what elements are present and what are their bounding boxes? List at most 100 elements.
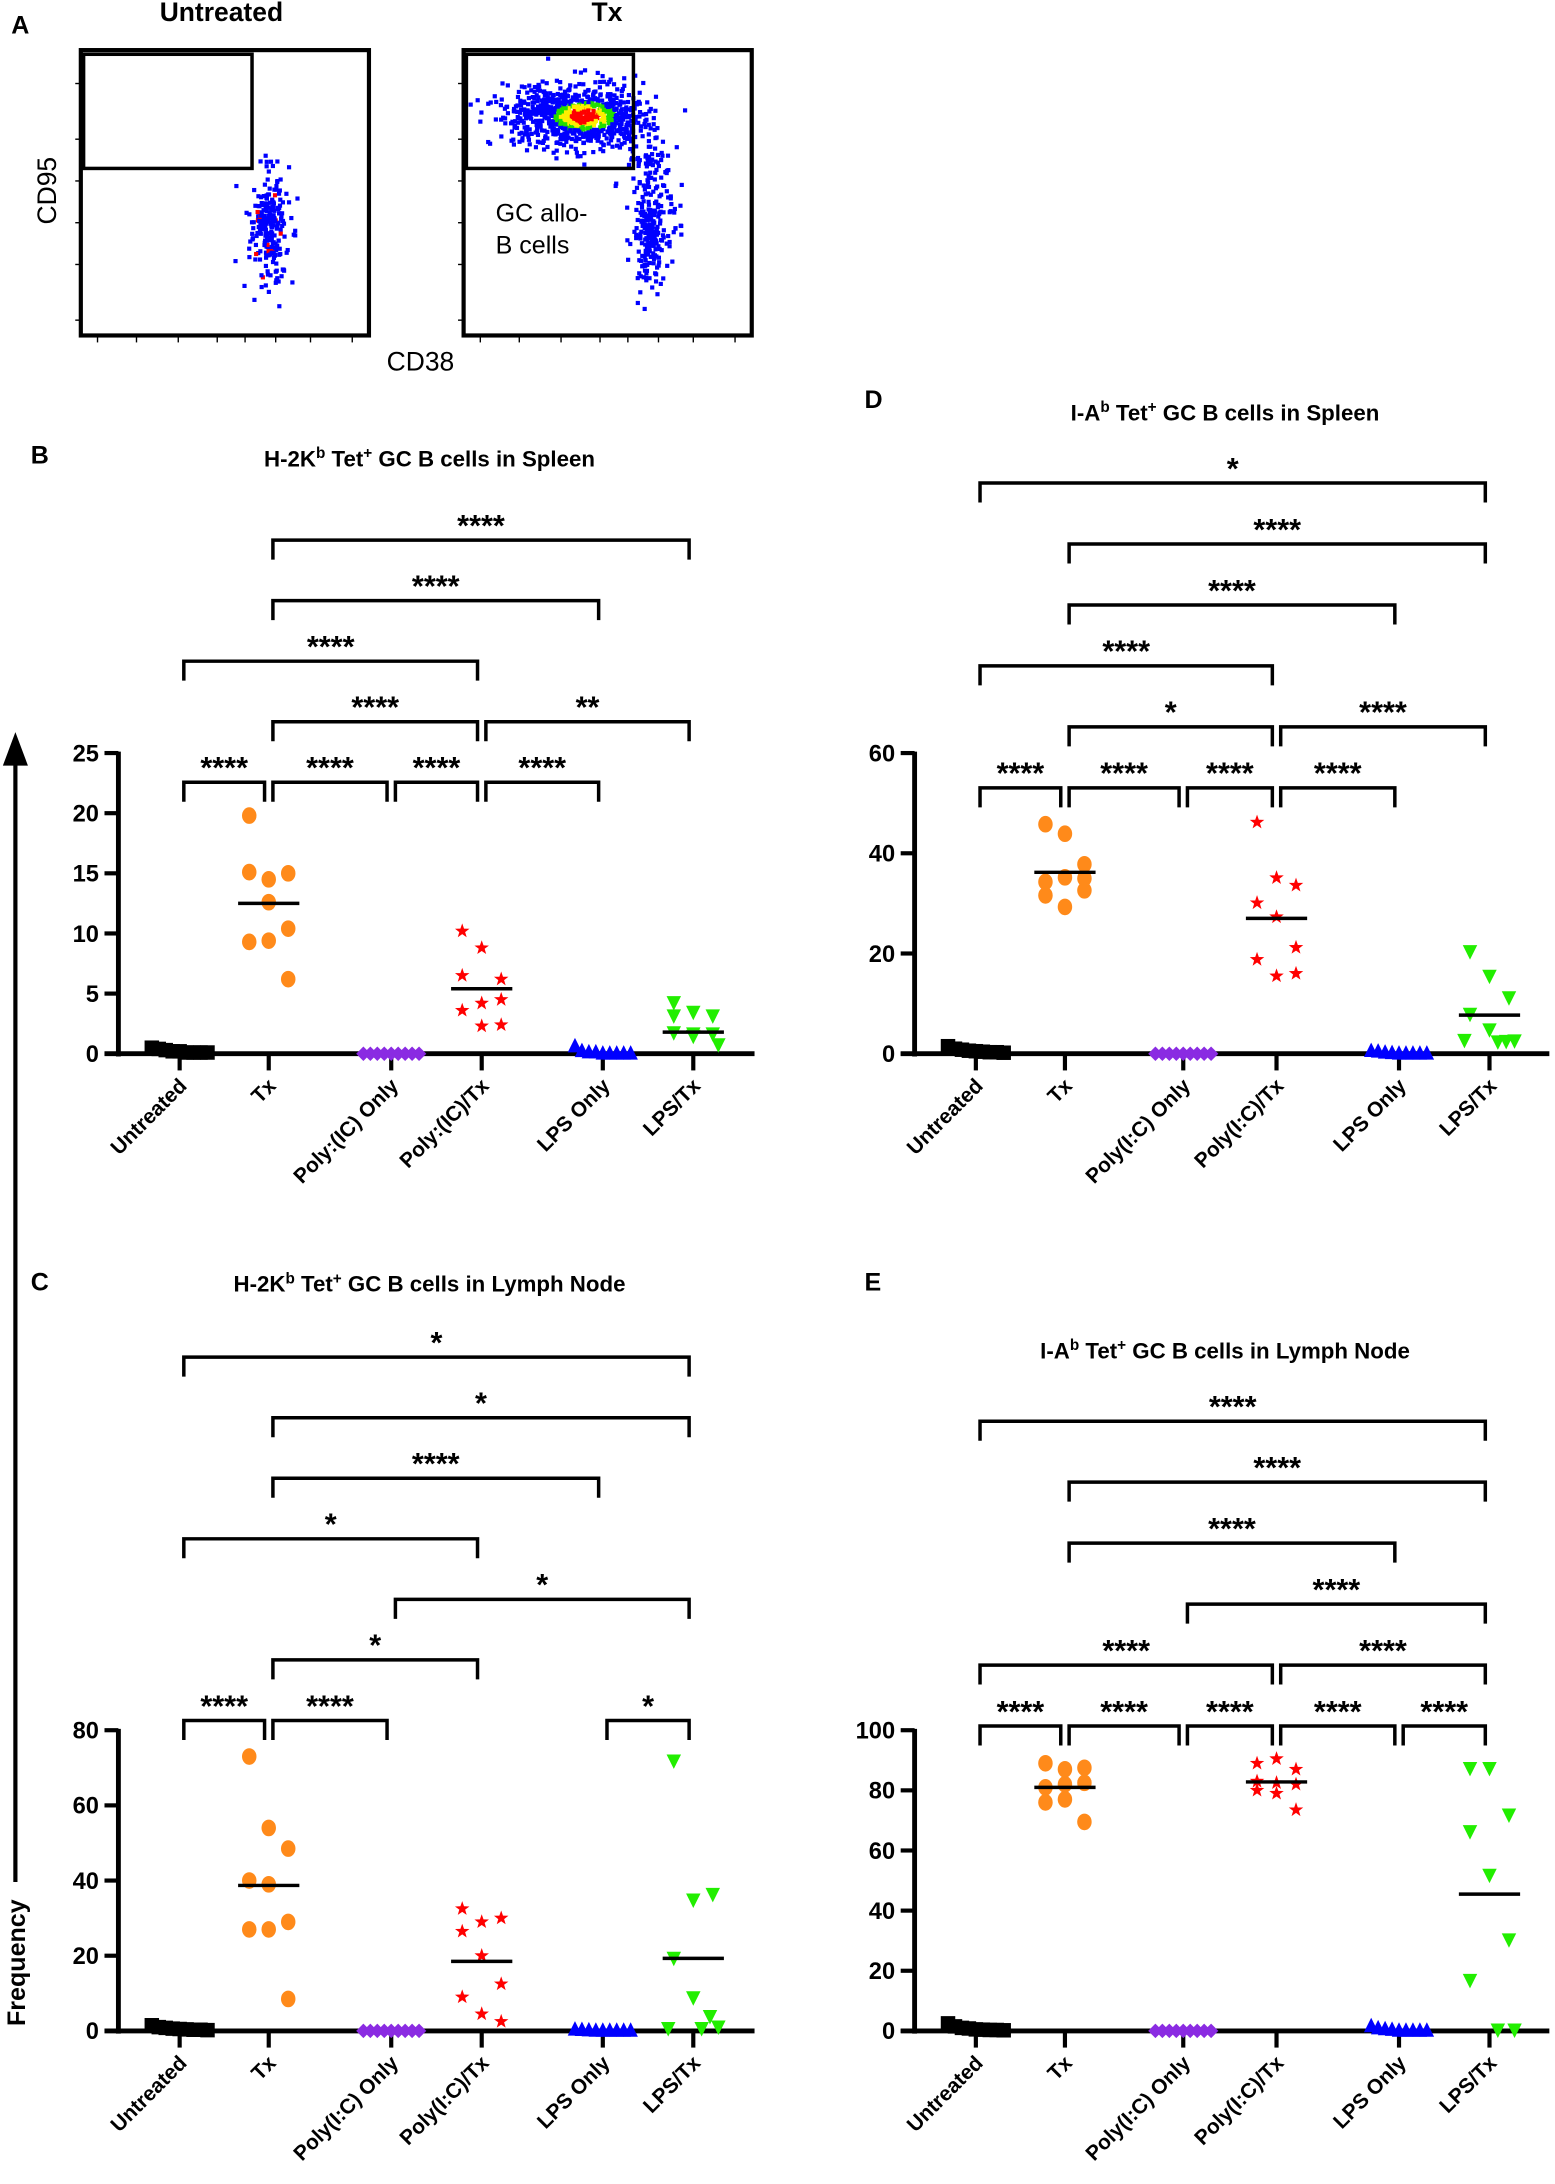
triangle-up-data-point bbox=[567, 1037, 583, 1053]
flow-event bbox=[515, 109, 520, 114]
bracket-line bbox=[182, 1718, 267, 1740]
flow-event bbox=[567, 87, 572, 92]
flow-event bbox=[596, 134, 601, 139]
flow-event bbox=[553, 131, 558, 136]
flow-event bbox=[279, 274, 284, 279]
flow-event bbox=[594, 114, 599, 119]
flow-event bbox=[641, 80, 646, 86]
flow-event bbox=[652, 253, 657, 258]
circle-data-point bbox=[280, 864, 296, 882]
flow-event bbox=[256, 194, 261, 199]
circle-data-point bbox=[1057, 1760, 1073, 1778]
flow-event bbox=[618, 99, 623, 104]
flow-event bbox=[284, 250, 289, 255]
flow-event bbox=[653, 240, 658, 245]
triangle-down-data-point bbox=[1501, 991, 1517, 1006]
triangle-down-data-point bbox=[666, 1009, 682, 1024]
significance-label: **** bbox=[457, 509, 505, 543]
flow-event bbox=[250, 237, 255, 242]
flow-event bbox=[270, 231, 275, 236]
flow-event bbox=[253, 203, 258, 208]
flow-event bbox=[639, 241, 645, 246]
series-PolyOnly bbox=[1148, 2023, 1219, 2039]
flow-event bbox=[638, 128, 643, 133]
flow-event bbox=[488, 100, 493, 105]
flow-event bbox=[525, 124, 530, 130]
flow-event bbox=[644, 278, 649, 283]
diamond-data-point bbox=[1203, 2023, 1219, 2039]
flow-event bbox=[559, 109, 564, 114]
flow-event bbox=[533, 145, 539, 150]
flow-event bbox=[537, 84, 542, 89]
flow-event bbox=[290, 280, 295, 285]
bracket-line bbox=[182, 1537, 480, 1559]
flow-event bbox=[599, 140, 604, 145]
flow-event bbox=[558, 80, 563, 85]
flow-event bbox=[586, 100, 591, 105]
flow-event bbox=[595, 97, 600, 102]
flow-event bbox=[558, 114, 563, 119]
flow-event bbox=[639, 229, 644, 234]
flow-event bbox=[643, 222, 648, 227]
flow-event bbox=[277, 252, 282, 257]
flow-event bbox=[634, 144, 639, 149]
flow-event bbox=[505, 111, 511, 116]
flow-event bbox=[647, 236, 652, 241]
flow-event bbox=[233, 259, 238, 264]
flow-event bbox=[274, 226, 279, 231]
significance-bracket: * bbox=[182, 1326, 691, 1377]
flow-event bbox=[527, 83, 532, 88]
star-data-point bbox=[493, 2013, 509, 2028]
frequency-label: Frequency bbox=[3, 1899, 31, 2026]
flow-event bbox=[272, 216, 277, 221]
flow-event bbox=[635, 276, 640, 281]
flow-event bbox=[659, 157, 664, 163]
flow-event bbox=[609, 103, 614, 108]
flow-event bbox=[643, 230, 648, 236]
significance-bracket: **** bbox=[1401, 1695, 1488, 1746]
flow-event bbox=[551, 92, 556, 98]
flow-event bbox=[642, 121, 647, 127]
bracket-line bbox=[605, 1718, 691, 1740]
flow-event bbox=[644, 111, 649, 117]
flow-event bbox=[635, 235, 640, 240]
flow-event bbox=[644, 275, 649, 281]
chart-title-part: H-2K bbox=[264, 446, 316, 471]
chart-title-part: H-2K bbox=[234, 1272, 286, 1297]
flow-event bbox=[599, 107, 604, 112]
significance-bracket: * bbox=[1067, 696, 1275, 747]
flow-event bbox=[636, 120, 641, 125]
flow-event bbox=[581, 127, 586, 132]
flow-event bbox=[253, 257, 258, 262]
flow-event bbox=[571, 104, 576, 109]
flow-event bbox=[608, 131, 614, 137]
flow-event bbox=[647, 245, 652, 250]
flow-event bbox=[248, 239, 253, 244]
bracket-line bbox=[1067, 1724, 1181, 1746]
flow-event bbox=[650, 229, 655, 234]
flow-event bbox=[258, 231, 263, 236]
flow-event bbox=[572, 69, 578, 74]
flow-event bbox=[572, 125, 577, 131]
flow-event bbox=[576, 93, 581, 98]
flow-event bbox=[610, 122, 615, 127]
flow-event bbox=[601, 126, 606, 132]
series-PolyOnly bbox=[356, 2023, 427, 2039]
flow-event bbox=[556, 110, 562, 115]
significance-label: **** bbox=[1314, 1695, 1362, 1729]
flow-event bbox=[516, 89, 521, 95]
flow-event bbox=[623, 109, 629, 115]
flow-event bbox=[601, 107, 606, 113]
flow-event bbox=[517, 131, 522, 136]
star-data-point bbox=[1288, 1761, 1304, 1776]
flow-event bbox=[572, 131, 577, 136]
flow-event bbox=[588, 131, 593, 136]
flow-event bbox=[645, 180, 651, 185]
flow-event bbox=[242, 283, 247, 288]
flow-event bbox=[646, 199, 651, 204]
panel-d: D I-Ab Tet+ GC B cells in Spleen 0 20 40 60 Un… bbox=[864, 386, 1550, 1188]
flow-event bbox=[622, 83, 627, 88]
flow-event bbox=[505, 104, 510, 109]
flow-event bbox=[602, 119, 607, 124]
